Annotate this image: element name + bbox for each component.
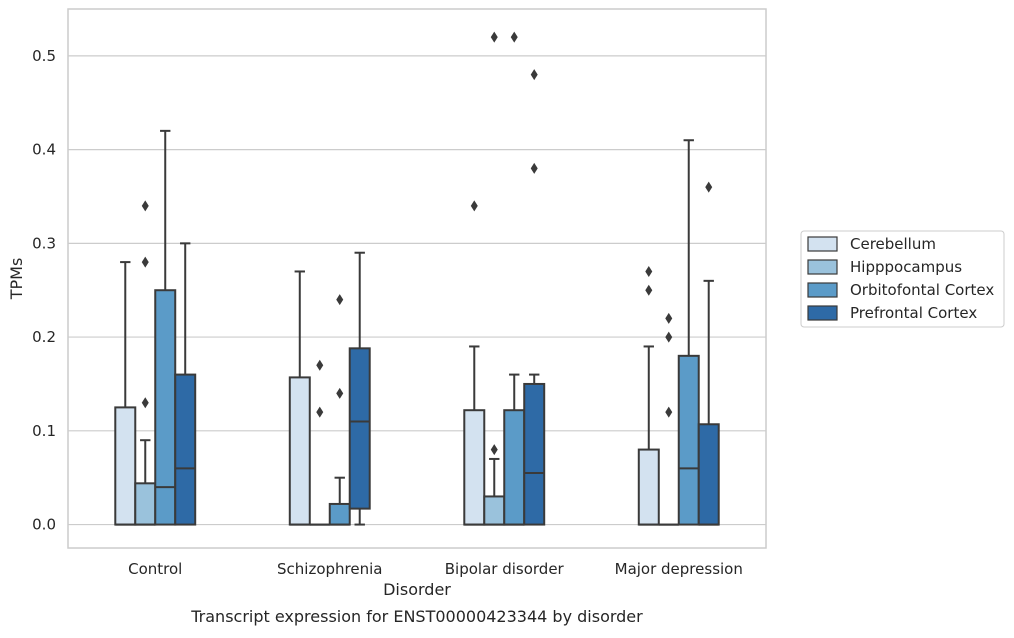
legend-frame [800,230,1005,328]
box-2-1 [328,294,351,526]
y-tick-label: 0.3 [32,234,56,252]
y-tick-label: 0.5 [32,47,56,65]
x-tick-label: Schizophrenia [277,560,382,578]
y-tick-label: 0.2 [32,328,56,346]
legend-swatch [807,305,838,321]
box-1-0 [134,200,157,526]
box-1-2 [483,31,506,526]
y-axis-label: TPMs [7,258,26,301]
x-tick-label: Bipolar disorder [445,560,565,578]
y-tick-label: 0.0 [32,516,56,534]
box-body [697,423,720,526]
box-body [328,502,351,526]
outlier-point [530,162,538,174]
box-body [174,373,197,526]
box-body [463,409,486,526]
outlier-point [490,444,498,456]
box-0-0 [114,261,137,526]
legend-items: Cerebellum Hipppocampus Orbitofontal Corte… [807,235,994,322]
legend-label: Hipppocampus [850,258,962,276]
box-body [677,354,700,526]
chart-caption: Transcript expression for ENST0000042334… [190,607,643,626]
box-body [523,382,546,526]
box-3-1 [348,251,371,526]
legend-swatch [807,236,838,252]
outlier-point [490,31,498,43]
y-tick-labels: 0.0 0.1 0.2 0.3 0.4 0.5 [32,47,56,534]
outlier-point [665,331,673,343]
legend-swatch [807,259,838,275]
plot-area-frame [67,8,767,549]
box-body [483,495,506,526]
outlier-point [141,397,149,409]
box-body [503,409,526,526]
box-body [134,482,157,526]
legend-swatch [807,282,838,298]
outlier-point [645,284,653,296]
outlier-point [645,265,653,277]
box-body [114,406,137,526]
outlier-point [470,200,478,212]
boxes [114,31,720,526]
outlier-point [530,69,538,81]
box-3-2 [523,69,546,526]
outlier-point [510,31,518,43]
legend-label: Prefrontal Cortex [850,304,977,322]
outlier-point [665,312,673,324]
box-0-2 [463,200,486,526]
box-body [288,376,311,526]
outlier-point [665,406,673,418]
outlier-point [316,359,324,371]
x-tick-label: Control [128,560,182,578]
x-tick-labels: Control Schizophrenia Bipolar disorder Majo… [128,560,743,578]
outlier-point [336,387,344,399]
y-tick-label: 0.1 [32,422,56,440]
legend-item: Cerebellum [807,235,936,253]
legend-item: Orbitofontal Cortex [807,281,994,299]
outlier-point [705,181,713,193]
outlier-point [336,294,344,306]
legend: Cerebellum Hipppocampus Orbitofontal Corte… [800,230,1005,328]
legend-label: Orbitofontal Cortex [850,281,994,299]
legend-label: Cerebellum [850,235,936,253]
outlier-point [141,200,149,212]
box-body [348,347,371,510]
box-body [154,289,177,526]
box-2-2 [503,31,526,526]
box-0-3 [637,265,660,526]
legend-item: Prefrontal Cortex [807,304,977,322]
box-0-1 [288,270,311,526]
box-body [637,448,660,526]
outlier-point [141,256,149,268]
x-axis-label: Disorder [383,580,451,599]
box-1-3 [658,312,679,526]
legend-item: Hipppocampus [807,258,962,276]
box-1-1 [309,359,330,526]
box-3-3 [697,181,720,526]
outlier-point [316,406,324,418]
x-tick-label: Major depression [615,560,743,578]
y-tick-label: 0.4 [32,141,56,159]
box-3-0 [174,242,197,526]
